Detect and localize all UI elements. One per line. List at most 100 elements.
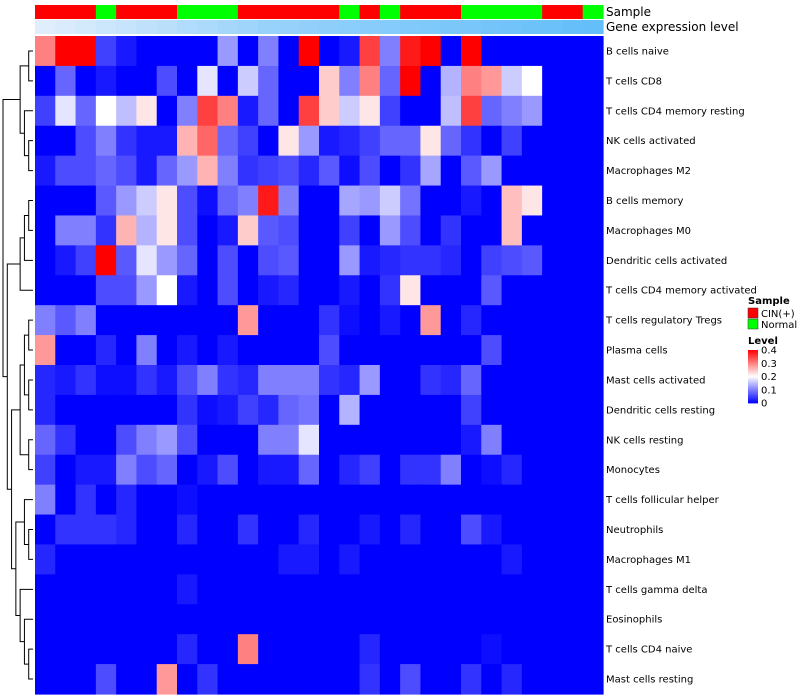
annotation-level-cell <box>339 20 361 34</box>
heatmap-cell <box>359 185 381 217</box>
heatmap-cell <box>359 514 381 546</box>
heatmap-cell <box>116 574 138 605</box>
heatmap-cell <box>521 305 543 336</box>
heatmap-cell <box>95 664 117 695</box>
heatmap-cell <box>156 424 178 456</box>
heatmap-cell <box>319 484 340 516</box>
heatmap-cell <box>217 604 239 635</box>
heatmap-cell <box>461 185 482 217</box>
annotation-sample-cell <box>582 5 604 19</box>
heatmap-cell <box>156 394 178 426</box>
heatmap-cell <box>379 245 401 276</box>
colorbar-segment <box>748 401 758 404</box>
heatmap-cell <box>197 634 219 665</box>
heatmap-cell <box>156 95 178 127</box>
heatmap-cell <box>562 454 584 486</box>
heatmap-cell <box>237 95 259 127</box>
heatmap-cell <box>521 95 543 127</box>
heatmap-cell <box>440 305 462 336</box>
heatmap-cell <box>55 664 77 695</box>
heatmap-cell <box>136 245 158 276</box>
heatmap-cell <box>461 365 482 396</box>
heatmap-cell <box>177 155 198 187</box>
heatmap-cell <box>116 245 138 276</box>
annotation-level-cell <box>521 20 543 34</box>
heatmap-cell <box>278 245 300 276</box>
heatmap-cell <box>217 275 239 306</box>
heatmap-cell <box>55 574 77 605</box>
heatmap-cell <box>420 365 442 396</box>
heatmap-cell <box>400 335 422 366</box>
heatmap-cell <box>582 365 604 396</box>
heatmap-cell <box>298 514 320 546</box>
colorbar-segment <box>748 396 758 399</box>
colorbar-segment <box>748 351 758 354</box>
heatmap-cell <box>521 574 543 605</box>
heatmap-cell <box>420 36 442 67</box>
colorbar-segment <box>748 397 758 400</box>
heatmap-cell <box>75 275 97 306</box>
heatmap-cell <box>339 275 361 306</box>
heatmap-cell <box>400 125 422 157</box>
heatmap-cell <box>258 245 280 276</box>
row-label: T cells CD4 memory activated <box>605 286 757 297</box>
heatmap-cell <box>237 574 259 605</box>
heatmap-cell <box>339 574 361 605</box>
colorbar-segment <box>748 384 758 387</box>
heatmap-cell <box>197 454 219 486</box>
heatmap-cell <box>582 664 604 695</box>
heatmap-cell <box>35 544 56 575</box>
heatmap-cell <box>95 365 117 396</box>
heatmap-cell <box>177 185 198 217</box>
colorbar-segment <box>748 379 758 381</box>
heatmap-cell <box>562 604 584 635</box>
row-label: B cells naive <box>606 46 669 57</box>
heatmap-cell <box>379 544 401 575</box>
heatmap-cell <box>562 424 584 456</box>
colorbar-segment <box>748 392 758 395</box>
heatmap-cell <box>420 155 442 187</box>
heatmap-cell <box>339 454 361 486</box>
heatmap-cell <box>461 544 482 575</box>
heatmap-cell <box>420 664 442 695</box>
heatmap-cell <box>562 305 584 336</box>
heatmap-cell <box>400 574 422 605</box>
heatmap-cell <box>359 36 381 67</box>
heatmap-cell <box>298 634 320 665</box>
dendrogram-branch <box>28 379 33 411</box>
heatmap-cell <box>177 394 198 426</box>
heatmap-cell <box>75 185 97 217</box>
heatmap-cell <box>420 394 442 426</box>
heatmap-cell <box>258 394 280 426</box>
heatmap-cell <box>156 365 178 396</box>
heatmap-cell <box>237 394 259 426</box>
heatmap-cell <box>55 125 77 157</box>
annotation-level-cell <box>75 20 97 34</box>
annotation-level-cell <box>359 20 381 34</box>
heatmap-cell <box>75 634 97 665</box>
heatmap-cell <box>197 394 219 426</box>
heatmap-cell <box>542 95 564 127</box>
heatmap-cell <box>75 125 97 157</box>
heatmap-cell <box>400 604 422 635</box>
annotation-sample-cell <box>197 5 219 19</box>
colorbar-tick-label: 0 <box>761 399 767 410</box>
heatmap-cell <box>461 424 482 456</box>
heatmap-cell <box>582 335 604 366</box>
heatmap-cell <box>359 275 381 306</box>
heatmap-cell <box>298 155 320 187</box>
heatmap-cell <box>400 65 422 97</box>
heatmap-cell <box>156 454 178 486</box>
heatmap-cell <box>95 155 117 187</box>
heatmap-cell <box>177 65 198 97</box>
heatmap-cell <box>359 155 381 187</box>
heatmap-cell <box>156 514 178 546</box>
legend-level-title: Level <box>748 336 778 347</box>
heatmap-cell <box>582 484 604 516</box>
heatmap-cell <box>55 454 77 486</box>
heatmap-cell <box>237 544 259 575</box>
heatmap-cell <box>217 215 239 246</box>
heatmap-cell <box>55 245 77 276</box>
annotation-level-cell <box>258 20 280 34</box>
heatmap-cell <box>258 275 280 306</box>
